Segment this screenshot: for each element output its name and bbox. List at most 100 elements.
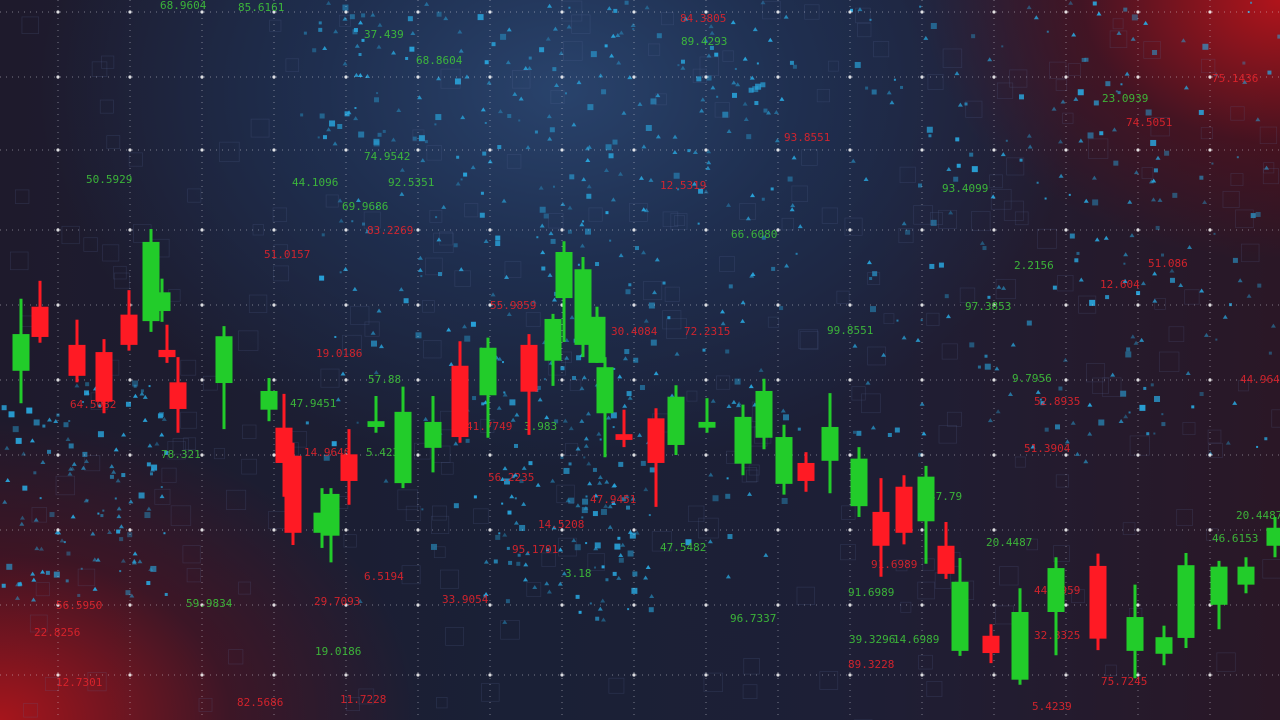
grid-cell-outline	[799, 331, 819, 350]
particle-square	[631, 587, 638, 594]
grid-intersection-dot	[632, 453, 636, 457]
particle-square	[955, 137, 960, 142]
particle-square	[484, 121, 487, 124]
price-label: 51.0157	[264, 248, 310, 261]
grid-cell-outline	[241, 458, 257, 475]
particle-square	[629, 532, 636, 539]
particle-triangle	[523, 65, 529, 70]
particle-triangle	[630, 22, 636, 27]
particle-triangle	[544, 581, 550, 586]
grid-intersection-dot	[776, 228, 780, 232]
candle-bearish	[1089, 553, 1107, 651]
grid-intersection-dot	[704, 148, 708, 152]
grid-cell-outline	[272, 207, 287, 222]
particle-triangle	[337, 198, 343, 203]
grid-intersection-dot	[632, 378, 636, 382]
grid-intersection-dot	[776, 603, 780, 607]
particle-square	[1099, 131, 1104, 136]
grid-cell-outline	[1105, 664, 1117, 677]
particle-square	[1150, 383, 1154, 387]
particle-triangle	[373, 370, 379, 375]
grid-cell-outline	[431, 505, 447, 521]
particle-triangle	[69, 466, 75, 471]
particle-triangle	[370, 12, 376, 17]
particle-square	[491, 42, 496, 47]
grid-intersection-dot	[128, 453, 132, 457]
particle-square	[549, 127, 555, 133]
particle-square	[1146, 432, 1150, 436]
grid-cell-outline	[588, 207, 603, 222]
grid-cell-outline	[927, 73, 944, 90]
candle-body	[647, 418, 665, 463]
grid-intersection-dot	[272, 673, 276, 677]
particle-square	[613, 367, 616, 370]
grid-intersection-dot	[56, 228, 60, 232]
particle-triangle	[34, 546, 40, 551]
particle-square	[539, 206, 546, 213]
particle-square	[39, 497, 42, 500]
particle-square	[1172, 192, 1178, 198]
price-label: 33.9054	[442, 593, 489, 606]
grid-cell-outline	[664, 286, 680, 302]
particle-square	[1044, 197, 1047, 200]
particle-square	[85, 382, 90, 387]
grid-cell-outline	[941, 343, 958, 360]
particle-triangle	[1127, 199, 1133, 204]
particle-triangle	[1103, 235, 1109, 240]
particle-square	[761, 197, 765, 201]
particle-square	[77, 593, 81, 597]
particle-square	[599, 438, 602, 441]
grid-cell-outline	[397, 489, 419, 511]
price-label: 9.7956	[1012, 372, 1052, 385]
particle-square	[1232, 257, 1238, 263]
grid-cell-outline	[1200, 127, 1213, 140]
particle-square	[501, 502, 504, 505]
candle-body	[1266, 527, 1280, 546]
grid-cell-outline	[29, 614, 48, 633]
grid-cell-outline	[742, 684, 758, 699]
grid-cell-outline	[1158, 351, 1180, 372]
grid-cell-outline	[1141, 167, 1154, 179]
grid-intersection-dot	[920, 673, 924, 677]
grid-intersection-dot	[200, 10, 204, 14]
particle-square	[926, 126, 933, 133]
particle-square	[756, 62, 759, 65]
particle-square	[151, 464, 158, 471]
grid-cell-outline	[44, 677, 59, 691]
particle-square	[342, 4, 349, 11]
candle-bullish	[1155, 625, 1173, 666]
particle-square	[1105, 81, 1111, 87]
particle-square	[869, 18, 872, 21]
grid-intersection-dot	[704, 673, 708, 677]
particle-triangle	[774, 138, 780, 143]
particle-triangle	[5, 478, 11, 483]
particle-triangle	[1202, 199, 1208, 204]
candle-body	[1237, 566, 1255, 585]
particle-triangle	[610, 197, 616, 202]
grid-intersection-dot	[200, 378, 204, 382]
grid-cell-outline	[101, 55, 115, 69]
particle-triangle	[1246, 293, 1252, 298]
grid-cell-outline	[867, 272, 881, 285]
candle-bullish	[596, 357, 614, 458]
grid-intersection-dot	[848, 303, 852, 307]
particle-triangle	[604, 479, 610, 484]
particle-square	[132, 380, 139, 387]
particle-square	[610, 412, 617, 419]
grid-cell-outline	[745, 469, 759, 483]
particle-square	[595, 616, 600, 621]
particle-square	[102, 509, 105, 512]
particle-triangle	[780, 408, 786, 413]
particle-triangle	[703, 189, 709, 194]
particle-triangle	[483, 238, 489, 243]
particle-triangle	[21, 451, 27, 456]
particle-triangle	[708, 472, 714, 477]
particle-triangle	[987, 57, 993, 62]
particle-square	[1191, 405, 1195, 409]
particle-square	[605, 144, 612, 151]
particle-triangle	[1123, 252, 1129, 257]
particle-square	[506, 546, 510, 550]
particle-triangle	[1035, 389, 1041, 394]
candle-bearish	[120, 290, 138, 351]
grid-intersection-dot	[1136, 148, 1140, 152]
